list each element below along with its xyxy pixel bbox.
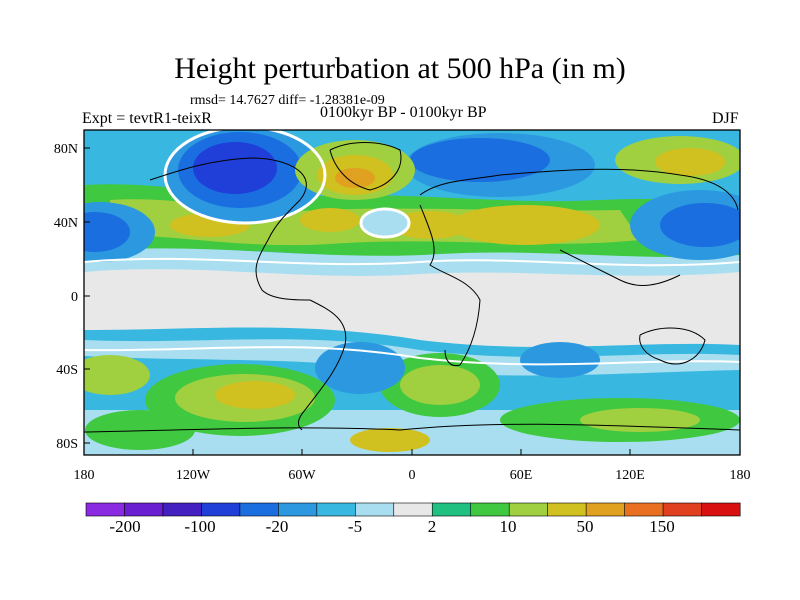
coast-africa	[419, 204, 481, 367]
x-label-180w: 180	[74, 468, 95, 483]
colorbar-label: -20	[266, 517, 289, 536]
colorbar-swatch	[508, 502, 549, 517]
x-label-180e: 180	[730, 468, 751, 483]
colorbar-label: 150	[649, 517, 675, 536]
low-pacific-east-core	[660, 203, 740, 247]
low-south-indian	[520, 342, 600, 378]
colorbar-swatch	[162, 502, 202, 517]
colorbar-label: 2	[428, 517, 437, 536]
colorbar-swatch	[547, 502, 587, 517]
colorbar-swatch	[701, 502, 741, 517]
x-label-60e: 60E	[510, 468, 533, 483]
y-label-80n: 80N	[54, 142, 78, 157]
colorbar-swatch	[316, 502, 356, 517]
zero-contour-south	[84, 346, 740, 366]
zero-contour-atlantic	[359, 207, 411, 239]
plot-title: Height perturbation at 500 hPa (in m)	[174, 52, 626, 85]
low-canada-core	[193, 142, 277, 194]
y-label-0: 0	[71, 290, 78, 305]
x-label-120e: 120E	[615, 468, 645, 483]
yellow-blob-atlantic	[300, 208, 360, 232]
zero-contour-north	[84, 257, 740, 267]
low-south-atlantic	[315, 342, 405, 394]
coast-south-asia	[559, 249, 681, 286]
high-south-pacific-core	[215, 381, 295, 409]
high-south-atlantic-core	[400, 365, 480, 405]
y-axis: 80N 40N 0 40S 80S	[54, 142, 90, 452]
low-atlantic-small	[361, 209, 409, 237]
low-pacific-west-core	[84, 212, 130, 252]
colorbar-swatch	[354, 502, 395, 517]
season-label: DJF	[712, 110, 739, 127]
colorbar-swatch	[393, 502, 433, 517]
colorbar-label: 10	[500, 517, 517, 536]
coast-australia	[639, 327, 706, 365]
colorbar-swatch	[124, 502, 164, 517]
colorbar-swatch	[585, 502, 626, 517]
colorbar-labels: -200 -100 -20 -5 2 10 50 150	[109, 517, 674, 536]
colorbar-swatch	[431, 502, 472, 517]
colorbar	[85, 502, 741, 517]
yellow-blob-europe	[390, 211, 470, 239]
high-south-far-west	[85, 410, 195, 450]
x-label-120w: 120W	[176, 468, 211, 483]
contour-field	[84, 130, 740, 455]
blob-south-west-green	[84, 355, 150, 395]
colorbar-swatch	[624, 502, 664, 517]
colorbar-swatch	[85, 502, 125, 517]
x-label-0: 0	[409, 468, 416, 483]
y-label-40s: 40S	[56, 363, 78, 378]
colorbar-swatch	[662, 502, 703, 517]
coast-south-america	[297, 299, 347, 431]
high-east-core	[655, 148, 725, 176]
colorbar-swatch	[201, 502, 241, 517]
low-eurasia-core	[410, 138, 550, 182]
colorbar-swatch	[470, 502, 510, 517]
coast-north-america	[149, 157, 311, 301]
coast-eurasia-north	[419, 168, 739, 211]
x-axis: 180 120W 60W 0 60E 120E 180	[74, 449, 751, 483]
colorbar-label: -100	[184, 517, 215, 536]
high-greenland-core	[335, 168, 375, 188]
colorbar-label: -200	[109, 517, 140, 536]
period-label: 0100kyr BP - 0100kyr BP	[320, 104, 487, 121]
coastlines	[84, 142, 740, 433]
colorbar-swatch	[278, 502, 318, 517]
coast-greenland	[329, 142, 402, 191]
stats-line: rmsd= 14.7627 diff= -1.28381e-09	[190, 93, 385, 108]
coast-antarctica	[84, 423, 740, 433]
yellow-blob-eurasia	[450, 205, 600, 245]
colorbar-label: -5	[348, 517, 362, 536]
y-label-80s: 80S	[56, 437, 78, 452]
antarctic-yellow	[350, 428, 430, 452]
experiment-label: Expt = tevtR1-teixR	[82, 110, 212, 127]
y-label-40n: 40N	[54, 216, 78, 231]
x-label-60w: 60W	[288, 468, 316, 483]
colorbar-swatch	[239, 502, 279, 517]
colorbar-label: 50	[577, 517, 594, 536]
